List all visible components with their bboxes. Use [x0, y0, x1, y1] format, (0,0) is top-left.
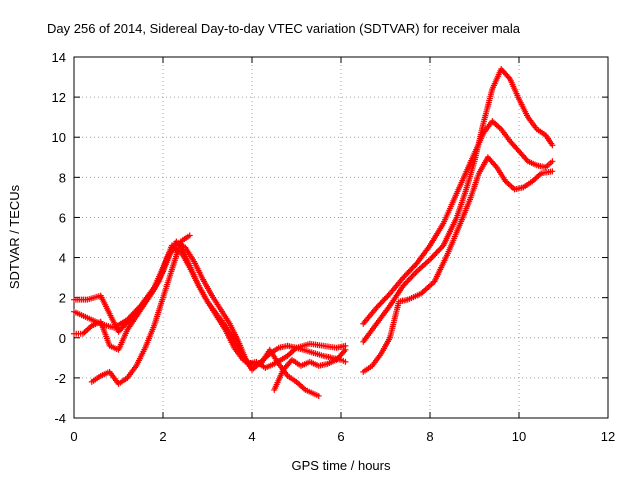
series-sat-f [360, 66, 556, 345]
x-tick-label: 6 [337, 429, 344, 444]
axis-ticks: 0 2 4 6 8 10 12 -4 -2 0 2 4 6 8 10 12 14 [52, 50, 616, 444]
data-point [315, 392, 322, 399]
y-tick-label: 0 [59, 331, 66, 346]
x-tick-label: 4 [248, 429, 255, 444]
data-point [549, 158, 556, 165]
series-sat-d [88, 232, 193, 387]
data-layer [71, 66, 556, 399]
y-tick-label: -2 [54, 371, 66, 386]
series-sat-g [360, 118, 556, 327]
series-sat-h [360, 154, 556, 375]
data-point [549, 142, 556, 149]
data-point [342, 358, 349, 365]
x-axis-label: GPS time / hours [292, 458, 391, 473]
series-sat-c [71, 246, 322, 399]
y-tick-label: 4 [59, 251, 66, 266]
data-point [186, 232, 193, 239]
data-point [342, 346, 349, 353]
x-tick-label: 0 [70, 429, 77, 444]
y-tick-label: 8 [59, 170, 66, 185]
x-tick-label: 12 [601, 429, 615, 444]
x-tick-label: 2 [159, 429, 166, 444]
y-tick-label: -4 [54, 411, 66, 426]
y-tick-label: 6 [59, 210, 66, 225]
y-tick-label: 12 [52, 90, 66, 105]
y-tick-label: 2 [59, 291, 66, 306]
series-sat-e [271, 346, 349, 393]
grid [74, 57, 608, 418]
x-tick-label: 10 [512, 429, 526, 444]
y-tick-label: 14 [52, 50, 66, 65]
y-tick-label: 10 [52, 130, 66, 145]
chart-title: Day 256 of 2014, Sidereal Day-to-day VTE… [47, 21, 521, 36]
x-tick-label: 8 [426, 429, 433, 444]
y-axis-label: SDTVAR / TECUs [7, 184, 22, 289]
data-point [549, 168, 556, 175]
